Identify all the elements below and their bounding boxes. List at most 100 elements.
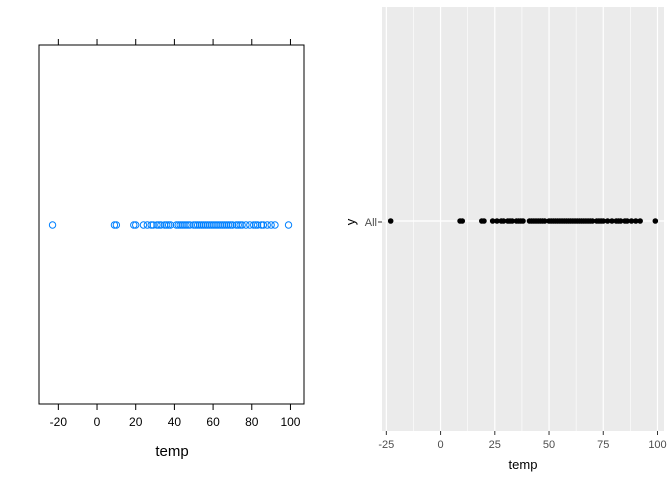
left-data-point <box>217 221 225 229</box>
left-data-point <box>253 221 262 229</box>
right-data-point <box>633 218 639 224</box>
left-data-point <box>110 221 119 229</box>
left-data-point <box>176 221 184 229</box>
right-axis-ticks: -25 0 25 50 75 100 <box>378 431 667 451</box>
left-data-point <box>232 221 240 229</box>
left-points <box>48 221 293 229</box>
left-data-point <box>251 221 260 229</box>
left-data-point <box>184 221 192 229</box>
left-data-point <box>263 221 271 229</box>
left-x-tick-label: 20 <box>129 415 143 429</box>
left-data-point <box>238 221 246 229</box>
left-x-tick-label: 0 <box>94 415 101 429</box>
lattice-dotplot: -20 0 20 40 60 80 100 temp <box>38 39 305 460</box>
left-data-point <box>132 221 140 229</box>
right-data-point <box>604 218 611 224</box>
left-data-point <box>207 221 215 229</box>
left-data-point <box>246 221 254 229</box>
right-data-point <box>600 218 607 224</box>
right-x-tick-label: 0 <box>438 439 444 451</box>
left-data-point <box>215 221 223 229</box>
left-data-point <box>250 221 258 229</box>
right-points <box>387 218 659 224</box>
right-data-point <box>520 218 526 224</box>
left-data-point <box>130 221 138 229</box>
right-data-point <box>637 218 643 224</box>
left-data-point <box>222 221 231 229</box>
left-x-tick-label: 80 <box>245 415 259 429</box>
right-data-point <box>609 218 615 224</box>
left-data-point <box>284 221 293 229</box>
right-data-point <box>500 218 507 224</box>
left-data-point <box>172 221 181 229</box>
left-data-point <box>259 221 268 229</box>
left-data-point <box>201 221 210 229</box>
left-data-point <box>48 221 57 229</box>
ggplot-dotplot: -25 0 25 50 75 100 All y temp <box>343 7 667 472</box>
right-data-point <box>628 218 635 224</box>
left-data-point <box>271 221 279 229</box>
right-y-category-label: All <box>365 217 377 229</box>
left-data-point <box>143 221 152 229</box>
left-data-point <box>161 221 169 229</box>
left-data-point <box>224 221 233 229</box>
left-data-point <box>164 221 173 229</box>
left-data-point <box>211 221 219 229</box>
right-data-point <box>481 218 487 224</box>
right-x-axis-label: temp <box>509 457 538 472</box>
left-data-point <box>186 221 194 229</box>
right-data-point <box>541 218 548 224</box>
right-data-point <box>494 218 500 224</box>
left-data-point <box>220 221 229 229</box>
right-data-point <box>509 218 515 224</box>
right-data-point <box>589 218 596 224</box>
left-data-point <box>182 221 190 229</box>
right-x-tick-label: 100 <box>648 439 666 451</box>
left-data-point <box>166 221 175 229</box>
left-data-point <box>197 221 206 229</box>
left-data-point <box>236 221 244 229</box>
left-data-point <box>157 221 165 229</box>
left-data-point <box>213 221 221 229</box>
left-data-point <box>228 221 237 229</box>
left-data-point <box>242 221 250 229</box>
right-x-tick-label: 25 <box>489 439 501 451</box>
left-data-point <box>209 221 217 229</box>
right-y-axis-label: y <box>343 218 358 225</box>
left-data-point <box>180 221 188 229</box>
left-x-axis-label: temp <box>155 443 188 460</box>
left-data-point <box>205 221 213 229</box>
left-x-tick-label: 60 <box>206 415 220 429</box>
left-data-point <box>149 221 157 229</box>
right-data-point <box>652 218 659 224</box>
left-data-point <box>190 221 198 229</box>
left-data-point <box>199 221 208 229</box>
left-data-point <box>162 221 171 229</box>
left-data-point <box>155 221 163 229</box>
right-x-tick-label: 50 <box>543 439 555 451</box>
right-data-point <box>624 218 630 224</box>
left-data-point <box>226 221 235 229</box>
left-data-point <box>193 221 202 229</box>
left-data-point <box>153 221 161 229</box>
right-data-point <box>459 218 466 224</box>
left-data-point <box>112 221 121 229</box>
right-data-point <box>617 218 624 224</box>
left-x-tick-label: 40 <box>168 415 182 429</box>
left-data-point <box>234 221 242 229</box>
left-x-tick-label: 100 <box>280 415 300 429</box>
left-axis-ticks: -20 0 20 40 60 80 100 <box>50 39 301 429</box>
left-data-point <box>178 221 186 229</box>
left-x-tick-label: -20 <box>50 415 68 429</box>
left-data-point <box>139 221 148 229</box>
right-data-point <box>387 218 394 224</box>
left-data-point <box>195 221 204 229</box>
left-data-point <box>191 221 200 229</box>
left-data-point <box>219 221 227 229</box>
left-data-point <box>147 221 155 229</box>
left-data-point <box>174 221 182 229</box>
right-data-point <box>489 218 496 224</box>
right-x-tick-label: -25 <box>378 439 394 451</box>
left-data-point <box>257 221 266 229</box>
